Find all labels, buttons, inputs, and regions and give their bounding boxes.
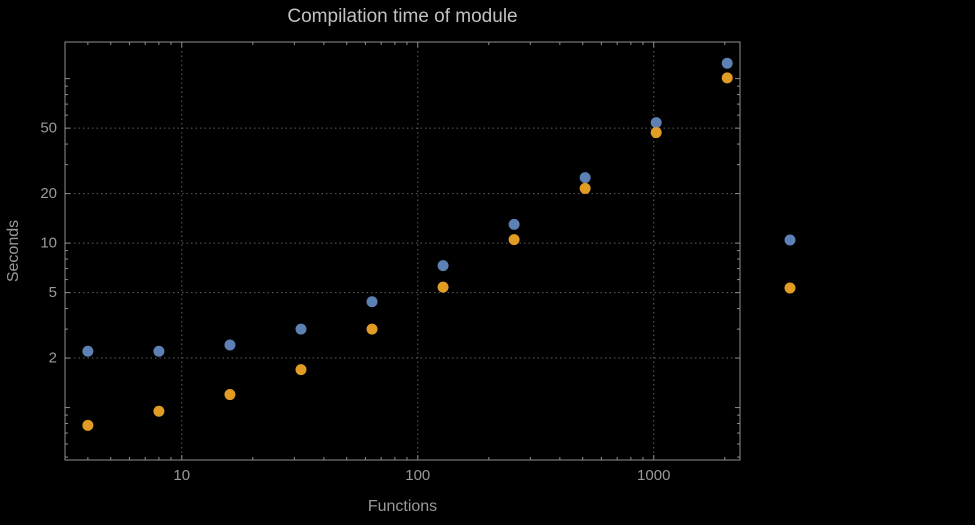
data-point-series-2-orange [721,72,733,84]
legend-marker-series-2 [784,282,796,294]
data-point-series-1-blue [153,345,165,357]
data-point-series-1-blue [650,117,662,129]
data-point-series-1-blue [508,218,520,230]
y-axis-label: Seconds [5,219,22,283]
data-point-series-2-orange [508,234,520,246]
legend-marker-series-1 [784,234,796,246]
data-point-series-1-blue [82,345,94,357]
y-tick-label: 5 [49,284,57,301]
y-tick-label: 2 [49,350,57,367]
data-point-series-2-orange [295,364,307,376]
data-point-series-1-blue [721,57,733,69]
plot-frame [64,41,741,461]
data-point-series-2-orange [579,182,591,194]
data-point-series-1-blue [366,296,378,308]
x-axis-label: Functions [367,498,438,515]
data-point-series-2-orange [366,323,378,335]
y-tick-label: 10 [40,235,57,252]
data-point-series-1-blue [295,323,307,335]
data-point-series-2-orange [650,127,662,139]
chart-title: Compilation time of module [287,6,518,27]
data-point-series-1-blue [224,339,236,351]
data-point-series-2-orange [153,405,165,417]
data-point-series-2-orange [437,281,449,293]
data-point-series-1-blue [579,172,591,184]
data-point-series-1-blue [437,260,449,272]
x-tick-label: 1000 [637,467,670,484]
data-point-series-2-orange [224,389,236,401]
y-tick-label: 20 [40,185,57,202]
x-tick-label: 100 [405,467,430,484]
data-point-series-2-orange [82,419,94,431]
y-tick-label: 50 [40,120,57,137]
x-tick-label: 10 [173,467,190,484]
